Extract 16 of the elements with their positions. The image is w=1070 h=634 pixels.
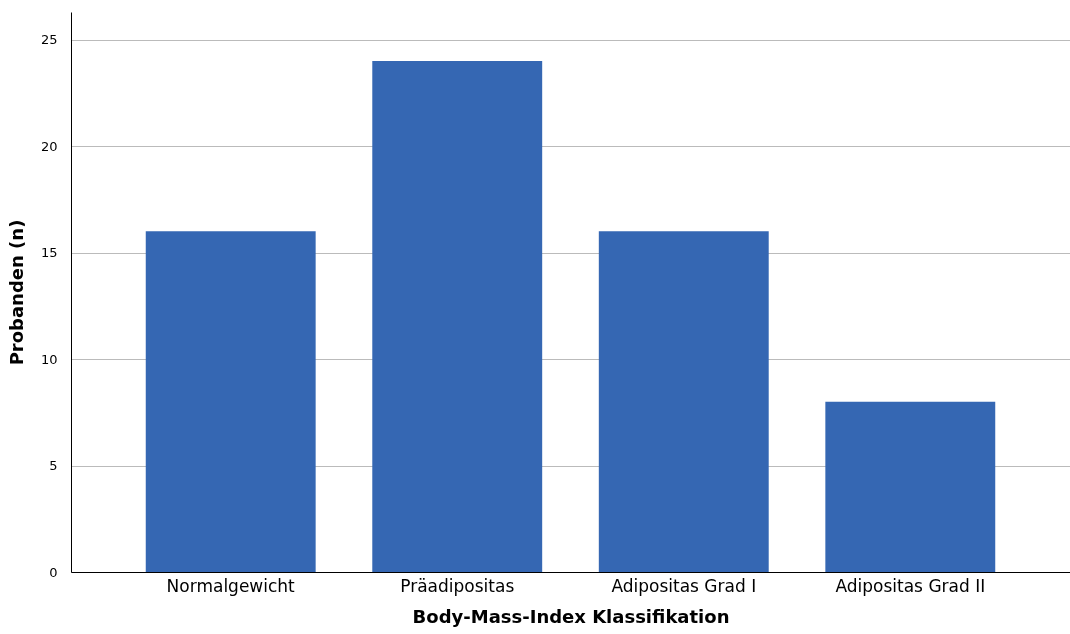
bar (598, 231, 769, 572)
bar (825, 401, 996, 572)
y-tick-label: 5 (49, 458, 58, 474)
x-axis-title: Body-Mass-Index Klassifikation (412, 605, 730, 627)
bar (372, 60, 543, 572)
bar (145, 231, 316, 572)
x-tick-label: Präadipositas (400, 575, 515, 596)
y-tick-label: 20 (40, 138, 58, 154)
x-tick-label: Adipositas Grad II (835, 575, 986, 596)
y-tick-label: 10 (40, 351, 58, 367)
y-tick-label: 0 (49, 564, 58, 580)
x-tick-label: Normalgewicht (166, 575, 296, 596)
y-axis-title: Probanden (n) (5, 219, 27, 366)
y-tick-label: 25 (40, 32, 58, 48)
x-tick-label: Adipositas Grad I (611, 575, 757, 596)
y-tick-label: 15 (40, 245, 58, 261)
